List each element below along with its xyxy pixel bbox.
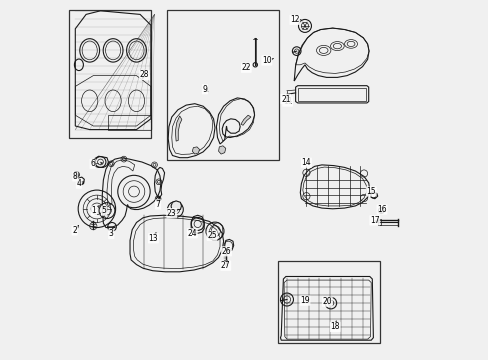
Bar (377, 219, 381, 225)
Bar (167, 10, 278, 160)
Text: 28: 28 (140, 71, 149, 79)
Text: 16: 16 (376, 205, 386, 214)
Text: 21: 21 (281, 94, 290, 104)
Text: 26: 26 (221, 247, 231, 256)
Text: 10: 10 (262, 56, 271, 65)
Text: 7: 7 (155, 200, 160, 209)
Text: 24: 24 (187, 229, 197, 238)
Text: 17: 17 (369, 216, 379, 225)
Text: 14: 14 (301, 158, 310, 167)
Polygon shape (175, 116, 182, 141)
Text: 11: 11 (283, 97, 292, 106)
Polygon shape (218, 146, 225, 154)
Text: 6: 6 (90, 159, 95, 168)
Text: 4: 4 (76, 179, 81, 188)
Text: 2: 2 (72, 226, 77, 235)
Polygon shape (192, 147, 199, 154)
Text: 8: 8 (73, 172, 78, 181)
Polygon shape (241, 115, 250, 125)
Text: 27: 27 (221, 261, 230, 270)
Text: 12: 12 (289, 15, 299, 24)
Text: 13: 13 (148, 234, 158, 243)
Text: 20: 20 (322, 297, 331, 306)
Text: 1: 1 (91, 206, 96, 215)
Text: 18: 18 (330, 323, 339, 331)
Text: 15: 15 (366, 187, 375, 196)
Text: 23: 23 (166, 209, 176, 217)
Text: 3: 3 (109, 230, 114, 239)
Text: 25: 25 (207, 231, 217, 240)
Text: 22: 22 (241, 63, 250, 72)
Bar (69, 10, 151, 138)
Text: 9: 9 (202, 85, 207, 94)
Polygon shape (171, 201, 181, 210)
Text: 19: 19 (300, 296, 309, 305)
Bar (277, 261, 380, 343)
Text: 5: 5 (102, 206, 106, 215)
